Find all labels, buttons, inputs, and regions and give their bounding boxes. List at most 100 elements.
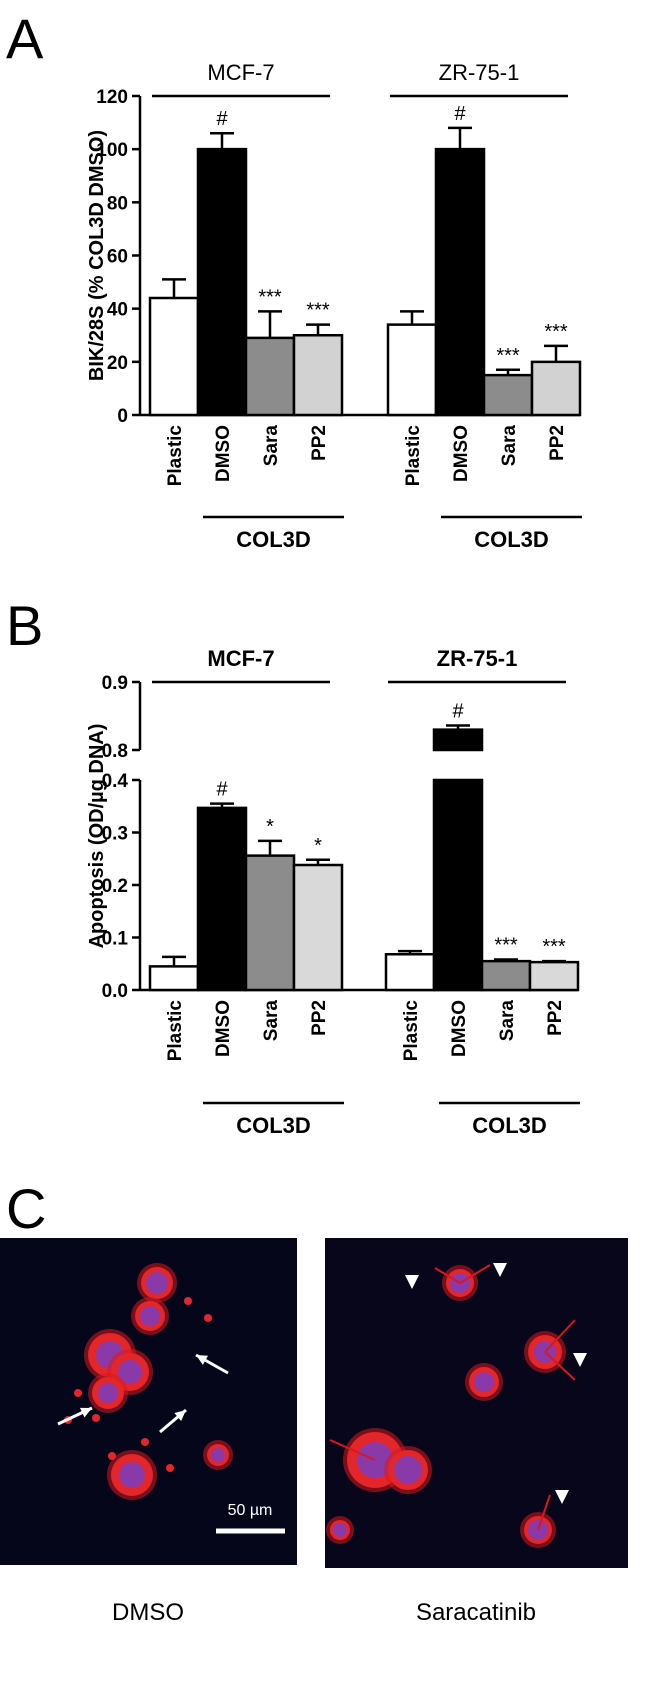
error-bar bbox=[306, 323, 330, 336]
y-tick-label: 100 bbox=[96, 140, 128, 161]
caption: DMSO bbox=[112, 1599, 184, 1626]
y-tick-label: 0.4 bbox=[102, 771, 129, 792]
annotation: *** bbox=[496, 345, 520, 367]
debris bbox=[184, 1297, 192, 1305]
bar bbox=[196, 147, 248, 417]
y-tick-label: 80 bbox=[107, 193, 128, 214]
annotation: # bbox=[454, 103, 466, 125]
debris bbox=[141, 1438, 149, 1446]
bar bbox=[528, 960, 580, 992]
y-tick-label: 0.0 bbox=[102, 981, 128, 1002]
bar bbox=[434, 147, 486, 417]
annotation: # bbox=[216, 779, 228, 801]
panel-label: B bbox=[6, 594, 43, 657]
arrowhead-marker bbox=[555, 1490, 569, 1504]
nucleus bbox=[118, 1360, 142, 1384]
scale-bar-label: 50 µm bbox=[228, 1502, 273, 1519]
y-tick-label: 0.8 bbox=[102, 741, 128, 762]
group-label: ZR-75-1 bbox=[439, 60, 520, 85]
panel-label: C bbox=[6, 1177, 46, 1240]
bar bbox=[530, 360, 582, 417]
error-bar bbox=[542, 959, 566, 963]
x-tick-label: Sara bbox=[261, 425, 282, 467]
filopodium bbox=[544, 1319, 576, 1353]
arrowhead-marker bbox=[573, 1353, 587, 1367]
filopodium bbox=[434, 1267, 461, 1284]
x-tick-label: Sara bbox=[497, 1000, 518, 1042]
bar bbox=[480, 959, 532, 992]
nucleus bbox=[394, 1456, 422, 1484]
nucleus bbox=[98, 1383, 118, 1403]
bracket-label: COL3D bbox=[236, 527, 311, 552]
bar bbox=[482, 373, 534, 417]
y-tick-label: 0.1 bbox=[102, 929, 129, 950]
filopodium bbox=[329, 1439, 376, 1461]
arrow-head bbox=[80, 1407, 92, 1418]
annotation: # bbox=[216, 108, 228, 130]
bar bbox=[292, 334, 344, 417]
annotation: * bbox=[314, 835, 322, 857]
y-tick-label: 20 bbox=[107, 353, 128, 374]
debris bbox=[74, 1389, 82, 1397]
bar bbox=[384, 953, 436, 992]
group-label: ZR-75-1 bbox=[437, 646, 518, 671]
x-tick-label: Plastic bbox=[403, 425, 424, 487]
y-axis-label: Apoptosis (OD/µg DNA) bbox=[86, 724, 108, 949]
error-bar bbox=[210, 802, 234, 808]
debris bbox=[204, 1314, 212, 1322]
x-tick-label: PP2 bbox=[547, 425, 568, 461]
error-bar bbox=[400, 310, 424, 325]
bar bbox=[196, 806, 248, 992]
arrow-head bbox=[196, 1355, 208, 1365]
error-bar bbox=[258, 310, 282, 338]
annotation: * bbox=[266, 816, 274, 838]
bar bbox=[292, 863, 344, 992]
x-tick-label: PP2 bbox=[309, 425, 330, 461]
bracket-label: COL3D bbox=[236, 1113, 311, 1138]
y-tick-label: 0 bbox=[117, 406, 128, 427]
bar bbox=[244, 336, 296, 417]
error-bar bbox=[544, 344, 568, 362]
group-label: MCF-7 bbox=[207, 646, 274, 671]
bar bbox=[148, 296, 200, 417]
annotation: *** bbox=[306, 300, 330, 322]
nucleus bbox=[119, 1462, 145, 1488]
bar bbox=[148, 965, 200, 992]
arrowhead-marker bbox=[493, 1263, 507, 1277]
annotation: *** bbox=[544, 321, 568, 343]
error-bar bbox=[448, 126, 472, 150]
error-bar bbox=[398, 949, 422, 955]
x-tick-label: PP2 bbox=[545, 1000, 566, 1036]
error-bar bbox=[210, 131, 234, 150]
x-tick-label: DMSO bbox=[213, 1000, 234, 1057]
filopodium bbox=[537, 1494, 551, 1531]
x-tick-label: Sara bbox=[261, 1000, 282, 1042]
bar bbox=[386, 323, 438, 417]
error-bar bbox=[162, 278, 186, 299]
arrow-head bbox=[174, 1410, 186, 1421]
nucleus bbox=[146, 1272, 168, 1294]
y-axis-label: BIK/28S (% COL3D DMSO) bbox=[86, 130, 108, 381]
filopodium bbox=[544, 1351, 576, 1381]
debris bbox=[166, 1464, 174, 1472]
arrowhead-marker bbox=[405, 1275, 419, 1289]
y-tick-label: 0.9 bbox=[102, 673, 128, 694]
y-tick-label: 120 bbox=[96, 87, 128, 108]
caption: Saracatinib bbox=[416, 1599, 536, 1626]
error-bar bbox=[258, 839, 282, 856]
nucleus bbox=[140, 1306, 160, 1326]
x-tick-label: Plastic bbox=[165, 425, 186, 487]
panel-label: A bbox=[6, 7, 44, 70]
bracket-label: COL3D bbox=[472, 1113, 547, 1138]
error-bar bbox=[494, 958, 518, 962]
debris bbox=[108, 1452, 116, 1460]
error-bar bbox=[162, 955, 186, 967]
x-tick-label: PP2 bbox=[309, 1000, 330, 1036]
y-tick-label: 0.2 bbox=[102, 876, 128, 897]
y-tick-label: 40 bbox=[107, 300, 128, 321]
annotation: *** bbox=[542, 936, 566, 958]
nucleus bbox=[474, 1372, 494, 1392]
bar bbox=[244, 854, 296, 992]
error-bar bbox=[496, 368, 520, 376]
